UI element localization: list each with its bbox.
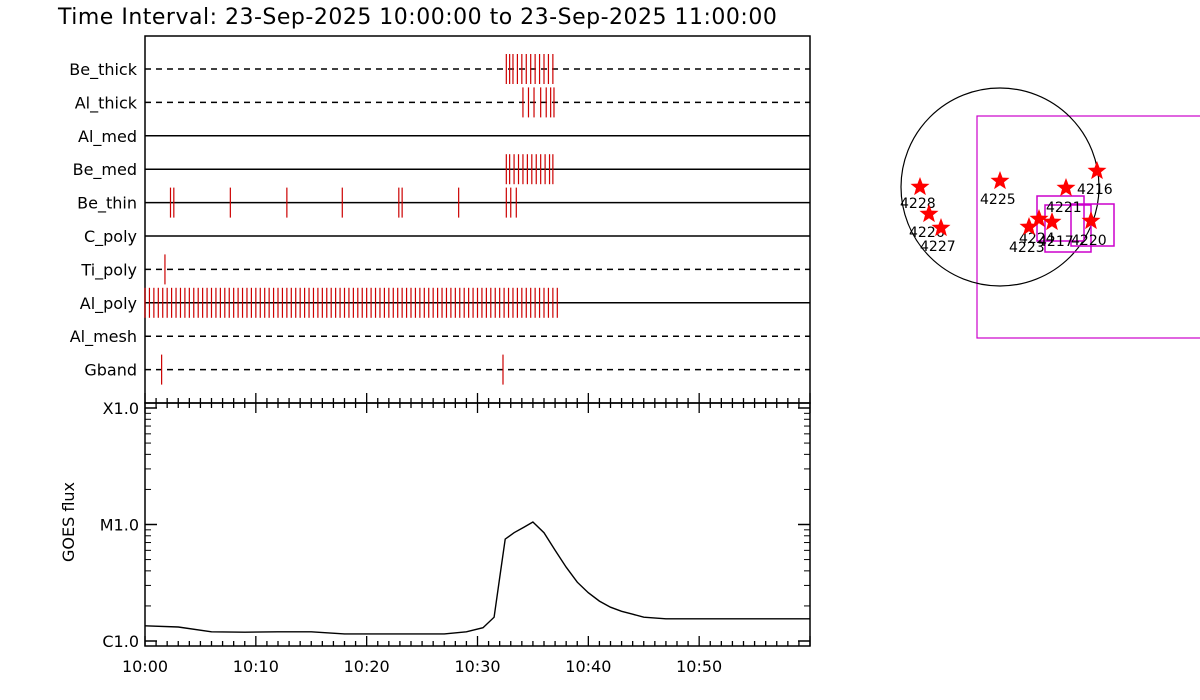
region-label-4217: 4217 <box>1038 234 1074 250</box>
region-box <box>1044 204 1092 253</box>
channel-label-al_med: Al_med <box>78 127 137 147</box>
field-of-view-box <box>976 115 1200 339</box>
channel-label-be_thick: Be_thick <box>69 60 137 80</box>
region-label-4227: 4227 <box>920 239 956 255</box>
x-tick-label: 10:50 <box>676 657 722 676</box>
channel-label-al_mesh: Al_mesh <box>70 327 137 347</box>
region-label-4224: 4224 <box>1019 231 1055 247</box>
chart-title: Time Interval: 23-Sep-2025 10:00:00 to 2… <box>57 5 777 30</box>
region-label-4226: 4226 <box>909 225 945 241</box>
region-star-4227 <box>931 218 951 237</box>
region-star-4217 <box>1042 212 1062 231</box>
region-label-4221: 4221 <box>1046 200 1082 216</box>
solar-disk <box>900 87 1100 287</box>
y-tick-label: M1.0 <box>100 516 139 535</box>
region-label-4223: 4223 <box>1009 240 1045 256</box>
region-star-4221 <box>1056 178 1076 197</box>
region-label-4225: 4225 <box>980 192 1016 208</box>
goes-panel-frame <box>144 402 811 647</box>
x-axis: 10:00 10:10 10:20 10:30 10:40 10:50 <box>122 393 811 676</box>
filter-panel: Be_thick Al_thick Al_med Be_med Be_thin C_pol… <box>69 35 811 404</box>
region-star-4226 <box>919 204 939 223</box>
region-label-4220: 4220 <box>1071 233 1107 249</box>
y-tick-label: C1.0 <box>102 632 139 651</box>
region-star-4223 <box>1019 217 1039 236</box>
channel-label-al_thick: Al_thick <box>75 93 138 113</box>
channel-label-be_med: Be_med <box>73 160 137 180</box>
x-tick-label: 10:20 <box>344 657 390 676</box>
filter-panel-frame <box>144 35 811 404</box>
region-star-4225 <box>990 171 1010 190</box>
x-tick-label: 10:30 <box>454 657 500 676</box>
region-star-4224 <box>1029 209 1049 228</box>
channel-label-gband: Gband <box>84 361 137 380</box>
channel-label-al_poly: Al_poly <box>80 294 137 314</box>
region-label-4228: 4228 <box>900 196 936 212</box>
y-tick-label: X1.0 <box>103 399 139 418</box>
x-tick-label: 10:00 <box>122 657 168 676</box>
region-star-4228 <box>910 177 930 196</box>
x-tick-label: 10:10 <box>233 657 279 676</box>
region-star-4220 <box>1081 211 1101 230</box>
channel-label-c_poly: C_poly <box>84 227 137 247</box>
goes-flux-line <box>144 521 810 635</box>
region-box <box>1070 203 1115 247</box>
goes-y-axis-label: GOES flux <box>59 482 78 562</box>
channel-label-ti_poly: Ti_poly <box>80 260 137 280</box>
goes-flux-panel: GOES flux X1.0 M1.0 C1.0 <box>59 399 811 651</box>
channel-label-be_thin: Be_thin <box>77 194 137 214</box>
region-label-4216: 4216 <box>1077 182 1113 198</box>
region-star-4216 <box>1087 161 1107 180</box>
x-tick-label: 10:40 <box>565 657 611 676</box>
